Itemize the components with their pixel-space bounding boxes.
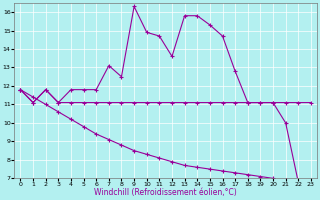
X-axis label: Windchill (Refroidissement éolien,°C): Windchill (Refroidissement éolien,°C) <box>94 188 237 197</box>
